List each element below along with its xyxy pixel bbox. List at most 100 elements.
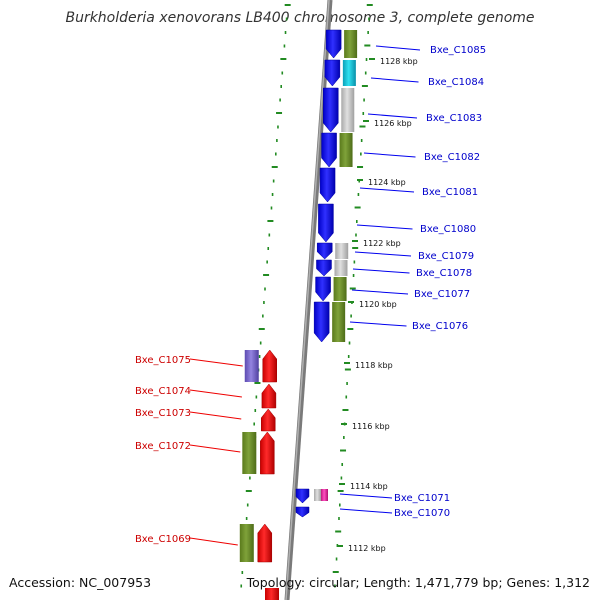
reverse-cds-arrow[interactable]: [261, 383, 277, 409]
gene-Bxe_C1078[interactable]: [316, 259, 348, 277]
gene-leader: [352, 268, 410, 274]
tick-mark: [341, 423, 347, 425]
gene-leader: [375, 45, 421, 51]
forward-cds-arrow[interactable]: [316, 242, 333, 260]
gene-leader: [363, 152, 416, 158]
forward-cds-arrow[interactable]: [316, 259, 332, 277]
gene-leader: [354, 251, 412, 257]
gene-leader: [356, 224, 413, 230]
gene-Bxe_C1074[interactable]: [261, 383, 277, 409]
gene-leader: [339, 508, 393, 514]
tick-mark: [348, 301, 354, 303]
gene-label-Bxe_C1074[interactable]: Bxe_C1074: [135, 386, 191, 397]
cog-box-grey: [341, 88, 355, 132]
gene-Bxe_C1069[interactable]: [239, 523, 273, 563]
gene-Bxe_C1080[interactable]: [318, 203, 334, 243]
tick-mark: [344, 362, 350, 364]
cog-box-green: [239, 524, 254, 562]
gene-Bxe_C1075[interactable]: [244, 349, 278, 383]
gene-Bxe_C1081[interactable]: [319, 167, 336, 203]
ruler-left: [240, 4, 291, 588]
gene-label-Bxe_C1069[interactable]: Bxe_C1069: [135, 534, 191, 545]
tick-label: 1114 kbp: [350, 482, 388, 491]
tick-mark: [339, 483, 345, 485]
gene-label-Bxe_C1073[interactable]: Bxe_C1073: [135, 408, 191, 419]
forward-cds-arrow[interactable]: [324, 59, 341, 87]
tick-mark: [363, 120, 369, 122]
reverse-cds-arrow[interactable]: [260, 408, 276, 432]
forward-cds-arrow[interactable]: [325, 29, 342, 59]
tick-mark: [352, 240, 358, 242]
forward-cds-arrow[interactable]: [313, 301, 330, 343]
forward-cds-arrow[interactable]: [323, 87, 339, 133]
gene-Bxe_C1082[interactable]: [321, 132, 353, 168]
tick-label: 1116 kbp: [352, 422, 390, 431]
cog-box-pink: [321, 489, 328, 501]
gene-Bxe_C1085[interactable]: [325, 29, 358, 59]
cog-box-purple: [244, 350, 259, 382]
gene-Bxe_C1079[interactable]: [316, 242, 349, 260]
genome-backbone: [284, 0, 333, 600]
genome-summary: Topology: circular; Length: 1,471,779 bp…: [246, 575, 590, 590]
gene-label-Bxe_C1081[interactable]: Bxe_C1081: [422, 187, 478, 198]
tick-mark: [337, 545, 343, 547]
tick-label: 1120 kbp: [359, 300, 397, 309]
gene-label-Bxe_C1071[interactable]: Bxe_C1071: [394, 493, 450, 504]
reverse-cds-arrow[interactable]: [260, 431, 275, 475]
tick-label: 1126 kbp: [374, 119, 412, 128]
gene-label-Bxe_C1075[interactable]: Bxe_C1075: [135, 355, 191, 366]
gene-Bxe_C1077[interactable]: [315, 276, 347, 302]
gene-leader: [351, 289, 409, 295]
gene-label-Bxe_C1085[interactable]: Bxe_C1085: [430, 45, 486, 56]
gene-leader: [189, 537, 238, 546]
gene-leader: [370, 77, 419, 83]
ruler-right: [332, 4, 373, 588]
gene-label-Bxe_C1080[interactable]: Bxe_C1080: [420, 224, 476, 235]
tick-label: 1118 kbp: [355, 361, 393, 370]
gene-Bxe_C1072[interactable]: [242, 431, 275, 475]
forward-cds-arrow[interactable]: [321, 132, 337, 168]
forward-cds-arrow[interactable]: [315, 276, 331, 302]
gene-label-Bxe_C1079[interactable]: Bxe_C1079: [418, 251, 474, 262]
reverse-cds-arrow[interactable]: [262, 349, 278, 383]
tick-label: 1128 kbp: [380, 57, 418, 66]
cog-box-grey: [335, 243, 349, 259]
cog-box-grey: [334, 260, 348, 276]
gene-label-Bxe_C1077[interactable]: Bxe_C1077: [414, 289, 470, 300]
reverse-cds-arrow[interactable]: [257, 523, 273, 563]
forward-cds-arrow[interactable]: [295, 506, 310, 518]
tick-label: 1112 kbp: [348, 544, 386, 553]
gene-label-Bxe_C1083[interactable]: Bxe_C1083: [426, 113, 482, 124]
gene-Bxe_C1071[interactable]: [295, 488, 328, 504]
gene-Bxe_C1083[interactable]: [323, 87, 355, 133]
forward-cds-arrow[interactable]: [319, 167, 336, 203]
forward-cds-arrow[interactable]: [318, 203, 334, 243]
gene-label-Bxe_C1072[interactable]: Bxe_C1072: [135, 441, 191, 452]
cog-box-grey: [314, 489, 321, 501]
cog-box-cyan: [342, 60, 356, 86]
gene-label-Bxe_C1070[interactable]: Bxe_C1070: [394, 508, 450, 519]
gene-label-Bxe_C1078[interactable]: Bxe_C1078: [416, 268, 472, 279]
cog-box-green: [339, 133, 353, 167]
forward-cds-arrow[interactable]: [295, 488, 310, 504]
cog-box-green: [242, 432, 257, 474]
gene-leader: [367, 113, 418, 119]
gene-leader: [189, 358, 243, 367]
gene-Bxe_C1070[interactable]: [295, 506, 310, 518]
gene-label-Bxe_C1084[interactable]: Bxe_C1084: [428, 77, 484, 88]
gene-Bxe_C1084[interactable]: [324, 59, 356, 87]
genome-backbone-highlight: [285, 0, 330, 600]
gene-leader: [189, 444, 241, 453]
tick-label: 1124 kbp: [368, 178, 406, 187]
gene-label-Bxe_C1082[interactable]: Bxe_C1082: [424, 152, 480, 163]
gene-leader: [359, 187, 415, 193]
gene-Bxe_C1073[interactable]: [260, 408, 276, 432]
gene-label-Bxe_C1076[interactable]: Bxe_C1076: [412, 321, 468, 332]
gene-Bxe_C1076[interactable]: [313, 301, 346, 343]
cog-box-green: [332, 302, 346, 342]
cog-box-green: [344, 30, 358, 58]
accession-label: Accession: NC_007953: [9, 575, 152, 590]
tick-mark: [357, 179, 363, 181]
tick-mark: [369, 58, 375, 60]
